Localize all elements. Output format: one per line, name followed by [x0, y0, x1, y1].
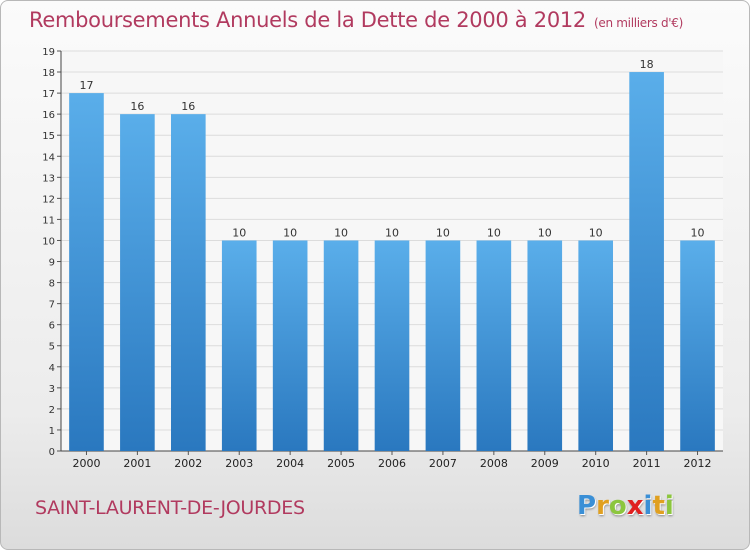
y-tick-label: 18 — [42, 68, 55, 79]
data-label: 10 — [538, 226, 552, 239]
y-tick-label: 3 — [49, 384, 55, 395]
logo-letter: P — [577, 491, 597, 521]
data-label: 10 — [385, 226, 399, 239]
x-tick-label: 2010 — [582, 457, 610, 470]
y-tick-label: 13 — [42, 173, 55, 184]
bar — [221, 240, 257, 451]
logo-letter: x — [626, 491, 644, 521]
bar — [170, 114, 206, 451]
y-tick-label: 15 — [42, 131, 55, 142]
data-label: 10 — [691, 226, 705, 239]
x-tick-label: 2007 — [429, 457, 457, 470]
data-label: 16 — [130, 100, 144, 113]
data-label: 10 — [334, 226, 348, 239]
y-tick-label: 6 — [49, 321, 55, 332]
bar — [69, 93, 104, 452]
logo-letter: o — [608, 491, 627, 521]
chart-title-text: Remboursements Annuels de la Dette de 20… — [29, 8, 586, 32]
data-label: 16 — [181, 100, 195, 113]
x-tick-label: 2011 — [633, 457, 661, 470]
bar — [629, 72, 664, 451]
x-tick-label: 2002 — [174, 457, 202, 470]
x-tick-label: 2003 — [225, 457, 253, 470]
x-tick-label: 2001 — [123, 457, 151, 470]
y-tick-label: 16 — [42, 110, 55, 121]
data-label: 17 — [79, 79, 93, 92]
y-tick-label: 8 — [49, 279, 55, 290]
y-tick-label: 14 — [42, 152, 55, 163]
x-tick-label: 2009 — [531, 457, 559, 470]
y-tick-label: 19 — [42, 47, 55, 58]
data-label: 10 — [487, 226, 501, 239]
y-tick-label: 17 — [42, 89, 55, 100]
y-tick-label: 7 — [49, 300, 55, 311]
unit-note: (en milliers d'€) — [594, 16, 684, 30]
x-tick-label: 2000 — [72, 457, 100, 470]
logo-letter: i — [643, 491, 653, 521]
bar — [272, 240, 308, 451]
y-tick-label: 4 — [49, 363, 55, 374]
commune-name: SAINT-LAURENT-DE-JOURDES — [35, 497, 305, 519]
bar — [578, 240, 614, 451]
y-tick-label: 10 — [42, 236, 55, 247]
y-tick-label: 9 — [49, 258, 55, 269]
y-tick-label: 12 — [42, 194, 55, 205]
logo-letter: r — [596, 491, 609, 521]
data-label: 18 — [640, 58, 654, 71]
y-tick-label: 11 — [42, 215, 55, 226]
data-label: 10 — [232, 226, 246, 239]
chart-title: Remboursements Annuels de la Dette de 20… — [29, 8, 683, 32]
x-tick-label: 2012 — [684, 457, 712, 470]
x-tick-label: 2005 — [327, 457, 355, 470]
x-tick-label: 2008 — [480, 457, 508, 470]
data-label: 10 — [436, 226, 450, 239]
proxiti-logo: Proxiti — [577, 491, 674, 521]
y-tick-label: 1 — [49, 426, 55, 437]
bar — [323, 240, 359, 451]
y-tick-label: 2 — [49, 405, 55, 416]
bar — [527, 240, 563, 451]
bar — [374, 240, 410, 451]
data-label: 10 — [589, 226, 603, 239]
data-label: 10 — [283, 226, 297, 239]
logo-letter: t — [652, 491, 665, 521]
bar — [120, 114, 155, 451]
y-tick-label: 5 — [49, 342, 55, 353]
x-tick-label: 2004 — [276, 457, 304, 470]
logo-letter: i — [664, 491, 674, 521]
x-tick-label: 2006 — [378, 457, 406, 470]
bar — [680, 240, 715, 451]
y-tick-label: 0 — [49, 447, 55, 458]
bar — [425, 240, 461, 451]
bar — [476, 240, 512, 451]
